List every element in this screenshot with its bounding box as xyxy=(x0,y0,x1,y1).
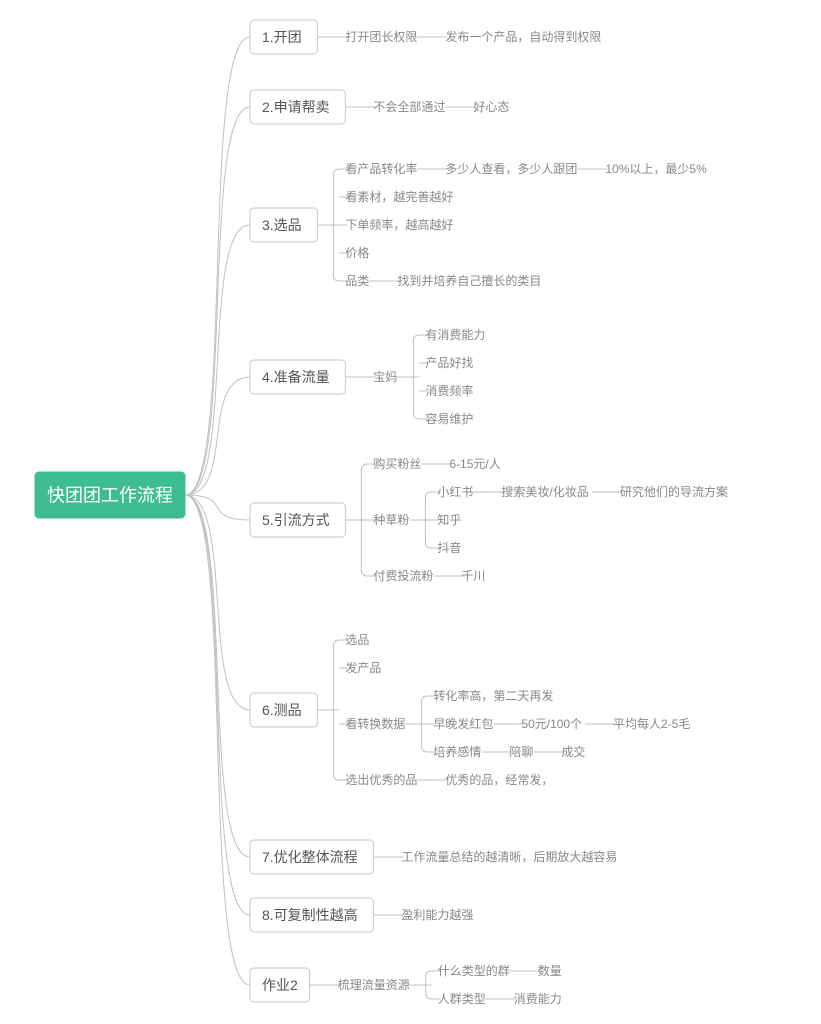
node-label: 4.准备流量 xyxy=(262,369,330,385)
node-label: 1.开团 xyxy=(262,29,302,45)
leaf-label: 6-15元/人 xyxy=(449,457,500,471)
leaf-label: 陪聊 xyxy=(509,744,533,759)
leaf-label: 品类 xyxy=(345,274,369,288)
node-label: 6.测品 xyxy=(262,702,302,718)
leaf-label: 容易维护 xyxy=(425,411,473,426)
leaf-label: 什么类型的群 xyxy=(438,963,510,978)
leaf-label: 有消费能力 xyxy=(425,328,485,342)
leaf-label: 50元/100个 xyxy=(521,717,582,731)
leaf-label: 下单频率，越高越好 xyxy=(345,217,453,232)
mindmap-canvas: 快团团工作流程 1.开团 打开团长权限 发布一个产品，自动得到权限 2.申请帮卖 不会全部… xyxy=(0,0,821,1024)
leaf-label: 发产品 xyxy=(345,660,381,675)
leaf-label: 小红书 xyxy=(437,484,473,499)
leaf-label: 数量 xyxy=(538,963,562,978)
node-label: 5.引流方式 xyxy=(262,512,330,528)
leaf-label: 人群类型 xyxy=(438,992,486,1006)
leaf-label: 不会全部通过 xyxy=(373,99,445,114)
leaf-label: 转化率高，第二天再发 xyxy=(433,688,553,703)
node-label: 8.可复制性越高 xyxy=(262,907,358,923)
leaf-label: 消费频率 xyxy=(425,383,473,398)
node-label: 3.选品 xyxy=(262,217,302,233)
leaf-label: 盈利能力越强 xyxy=(401,908,473,922)
leaf-label: 搜索美妆/化妆品 xyxy=(501,484,588,499)
leaf-label: 成交 xyxy=(561,744,585,759)
node-label: 2.申请帮卖 xyxy=(262,99,330,115)
node-label: 7.优化整体流程 xyxy=(262,849,358,865)
leaf-label: 早晚发红包 xyxy=(433,716,493,731)
leaf-label: 看素材，越完善越好 xyxy=(345,189,453,204)
leaf-label: 产品好找 xyxy=(425,356,473,370)
leaf-label: 抖音 xyxy=(437,540,461,555)
leaf-label: 打开团长权限 xyxy=(345,30,417,44)
leaf-label: 平均每人2-5毛 xyxy=(613,716,690,731)
leaf-label: 购买粉丝 xyxy=(373,456,421,471)
leaf-label: 多少人查看，多少人跟团 xyxy=(445,162,577,176)
leaf-label: 找到并培养自己擅长的类目 xyxy=(397,273,541,288)
leaf-label: 培养感情 xyxy=(433,744,481,759)
leaf-label: 种草粉 xyxy=(373,513,409,527)
leaf-label: 付费投流粉 xyxy=(373,568,433,583)
leaf-label: 知乎 xyxy=(437,513,461,527)
node-label: 作业2 xyxy=(262,977,298,993)
leaf-label: 宝妈 xyxy=(373,370,397,384)
leaf-label: 研究他们的导流方案 xyxy=(620,484,728,499)
leaf-label: 价格 xyxy=(345,245,369,260)
leaf-label: 看产品转化率 xyxy=(345,161,417,176)
leaf-label: 10%以上，最少5% xyxy=(605,162,707,176)
leaf-label: 看转换数据 xyxy=(345,716,405,731)
root-label: 快团团工作流程 xyxy=(47,485,173,505)
leaf-label: 好心态 xyxy=(473,100,509,114)
leaf-label: 选品 xyxy=(345,633,369,647)
leaf-label: 发布一个产品，自动得到权限 xyxy=(445,29,601,44)
leaf-label: 选出优秀的品 xyxy=(345,772,417,787)
leaf-label: 千川 xyxy=(461,569,485,583)
leaf-label: 消费能力 xyxy=(514,992,562,1006)
leaf-label: 工作流量总结的越清晰，后期放大越容易 xyxy=(401,849,617,864)
leaf-label: 优秀的品，经常发， xyxy=(445,772,553,787)
leaf-label: 梳理流量资源 xyxy=(338,977,410,992)
